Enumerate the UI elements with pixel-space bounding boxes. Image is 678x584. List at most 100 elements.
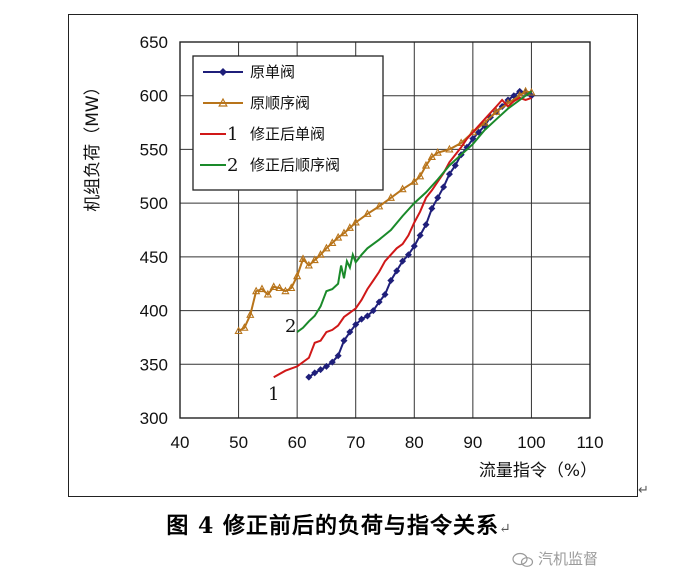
data-point	[252, 286, 261, 295]
data-point	[375, 201, 384, 210]
data-point	[386, 193, 395, 201]
watermark: 汽机监督	[512, 548, 598, 569]
data-point	[334, 352, 342, 360]
data-point	[393, 267, 401, 275]
data-point	[398, 184, 407, 193]
data-point	[316, 250, 325, 258]
caption-text: 图 4 修正前后的负荷与指令关系	[166, 513, 499, 539]
return-mark: ↵	[638, 483, 649, 498]
data-point	[369, 307, 377, 315]
legend-marker	[219, 68, 227, 76]
legend-label: 原单阀	[250, 63, 295, 81]
series-annotation-label: 1	[268, 384, 279, 405]
data-point	[345, 223, 354, 231]
y-tick-label: 300	[140, 409, 168, 428]
data-point	[363, 209, 372, 217]
data-point	[521, 86, 530, 95]
data-point	[328, 238, 337, 246]
figure-caption: 图 4 修正前后的负荷与指令关系↵	[0, 508, 678, 540]
data-point	[416, 171, 425, 180]
data-point	[492, 107, 501, 115]
data-point	[410, 242, 418, 250]
x-tick-label: 50	[229, 433, 248, 452]
data-point	[422, 221, 430, 229]
y-axis-title: 机组负荷（MW）	[83, 78, 103, 211]
x-tick-label: 100	[517, 433, 545, 452]
x-tick-label: 60	[288, 433, 307, 452]
series-annotation-label: 2	[285, 316, 296, 337]
x-axis-title: 流量指令（%）	[479, 461, 597, 481]
data-point	[375, 298, 383, 306]
data-point	[404, 251, 412, 259]
data-point	[427, 152, 436, 160]
data-point	[351, 217, 360, 226]
data-point	[434, 194, 442, 202]
data-point	[352, 321, 360, 329]
x-tick-label: 40	[171, 433, 190, 452]
y-tick-label: 500	[140, 194, 168, 213]
series-4	[296, 90, 532, 333]
y-tick-label: 650	[140, 33, 168, 52]
watermark-text: 汽机监督	[538, 550, 599, 568]
y-tick-label: 450	[140, 248, 168, 267]
data-point	[440, 183, 448, 191]
legend-annotation-label: 1	[227, 124, 238, 145]
wechat-icon	[512, 552, 534, 567]
data-point	[275, 283, 284, 292]
data-point	[469, 135, 477, 143]
data-point	[240, 323, 249, 331]
data-point	[421, 160, 431, 169]
data-point	[234, 326, 243, 335]
data-point	[328, 358, 336, 366]
x-tick-label: 70	[346, 433, 365, 452]
caption-return-mark: ↵	[498, 521, 512, 537]
x-tick-label: 110	[576, 433, 603, 452]
data-point	[310, 255, 319, 264]
data-point	[304, 260, 313, 269]
data-point	[339, 228, 349, 237]
y-tick-label: 600	[140, 87, 168, 106]
chart-frame	[68, 14, 638, 497]
data-point	[322, 362, 330, 370]
y-tick-label: 400	[140, 302, 168, 321]
data-point	[287, 283, 296, 292]
data-point	[293, 271, 302, 280]
data-point	[334, 232, 343, 241]
data-point	[340, 337, 348, 345]
data-point	[445, 144, 454, 153]
data-point	[298, 254, 308, 263]
data-point	[311, 369, 319, 377]
x-tick-label: 80	[405, 433, 424, 452]
data-point	[317, 366, 325, 374]
plot-area	[179, 41, 591, 419]
data-point	[269, 282, 278, 290]
data-point	[246, 310, 255, 318]
legend-box	[192, 55, 384, 191]
legend-label: 修正后顺序阀	[250, 156, 340, 174]
data-point	[346, 328, 354, 336]
legend-label: 修正后单阀	[250, 125, 325, 143]
data-point	[281, 286, 290, 295]
legend-annotation-label: 2	[227, 155, 238, 176]
data-point	[399, 257, 407, 265]
x-tick-label: 90	[463, 433, 482, 452]
data-point	[322, 243, 331, 252]
data-point	[433, 147, 442, 156]
series-line	[296, 90, 532, 333]
data-point	[428, 205, 436, 213]
data-point	[358, 315, 366, 323]
y-tick-label: 550	[140, 140, 168, 159]
data-point	[410, 176, 419, 185]
data-point	[387, 276, 395, 284]
series-3	[273, 96, 532, 379]
data-point	[257, 284, 267, 293]
y-tick-label: 350	[140, 355, 168, 374]
data-point	[451, 162, 459, 170]
series-line	[273, 96, 532, 379]
data-point	[445, 170, 453, 178]
data-point	[263, 289, 272, 298]
legend-label: 原顺序阀	[250, 94, 310, 112]
data-point	[381, 290, 389, 298]
